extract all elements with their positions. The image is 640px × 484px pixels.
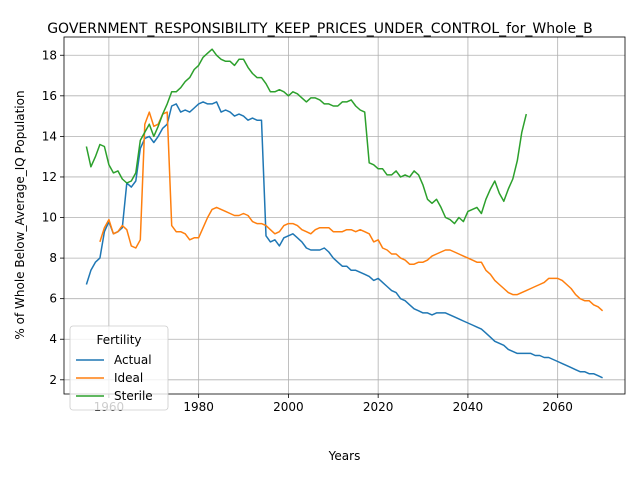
y-tick-label: 18 xyxy=(42,48,57,62)
x-axis-label: Years xyxy=(328,449,361,463)
series-layer xyxy=(85,48,604,379)
legend-label-actual: Actual xyxy=(114,353,152,367)
y-tick-label: 10 xyxy=(42,211,57,225)
y-tick-label: 16 xyxy=(42,89,57,103)
legend-entries: Actual Ideal Sterile xyxy=(76,353,153,403)
x-tick-label: 2000 xyxy=(273,400,304,414)
y-tick-label: 6 xyxy=(49,292,57,306)
x-tick-label: 2040 xyxy=(453,400,484,414)
legend-label-ideal: Ideal xyxy=(114,371,143,385)
x-tick-label: 2020 xyxy=(363,400,394,414)
legend-title: Fertility xyxy=(96,333,141,347)
y-tick-label: 4 xyxy=(49,332,57,346)
x-tick-label: 2060 xyxy=(542,400,573,414)
legend-label-sterile: Sterile xyxy=(114,389,153,403)
y-axis-label: % of Whole Below_Average_IQ Population xyxy=(13,90,27,339)
plot-frame xyxy=(63,36,626,395)
series-line-ideal xyxy=(99,111,604,312)
x-tick-label: 1980 xyxy=(183,400,214,414)
y-tick-label: 14 xyxy=(42,129,57,143)
series-line-actual xyxy=(85,101,603,379)
grid xyxy=(64,37,625,394)
legend-box xyxy=(69,325,169,411)
y-tick-label: 8 xyxy=(49,251,57,265)
series-line-sterile xyxy=(85,48,528,225)
y-tick-label: 2 xyxy=(49,373,57,387)
legend: Fertility Actual Ideal Sterile xyxy=(69,325,169,411)
chart-title: GOVERNMENT_RESPONSIBILITY_KEEP_PRICES_UN… xyxy=(47,21,593,37)
ticks: 19601980200020202040206024681012141618 xyxy=(42,48,573,414)
y-tick-label: 12 xyxy=(42,170,57,184)
